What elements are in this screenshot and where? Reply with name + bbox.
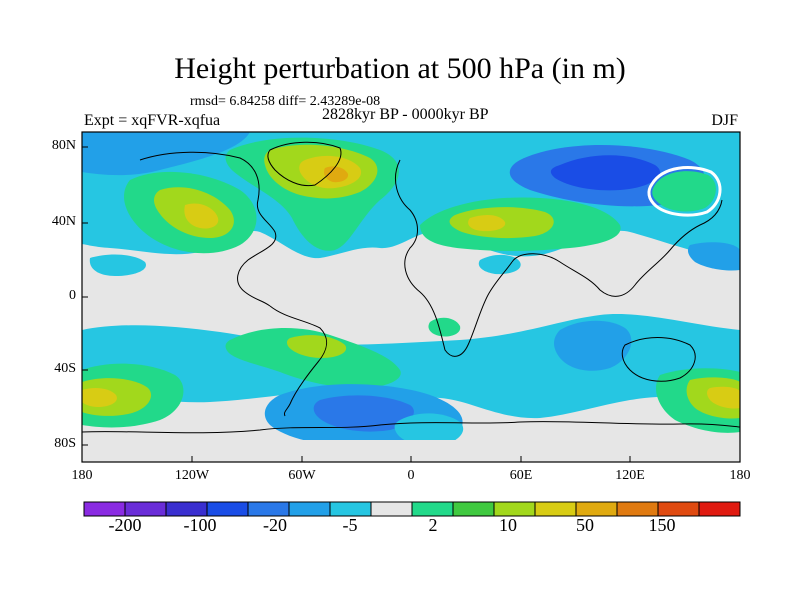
siberia-deepblue	[550, 155, 661, 191]
lon-label-120e: 120E	[615, 468, 645, 483]
lon-label-60e: 60E	[509, 468, 533, 483]
lat-label-40s: 40S	[54, 361, 76, 376]
south-grey-strip	[82, 440, 740, 462]
colorbar-swatch	[329, 501, 372, 517]
fareast-green	[652, 171, 716, 212]
south-east-yellow	[707, 386, 740, 409]
pacific-west-blue	[89, 254, 146, 276]
eurasia-yellow	[468, 214, 506, 232]
colorbar-swatch	[657, 501, 700, 517]
axis-ticks	[82, 146, 631, 462]
colorbar-label: 2	[428, 515, 438, 535]
colorbar-swatch	[288, 501, 331, 517]
lat-label-40n: 40N	[51, 214, 76, 229]
lat-label-80n: 80N	[51, 138, 76, 153]
atlantic-orange	[323, 166, 349, 183]
south-indian-blue	[554, 320, 632, 371]
fareast-ring	[647, 166, 722, 217]
south-atlantic-green	[225, 328, 401, 388]
page-title: Height perturbation at 500 hPa (in m)	[174, 52, 626, 85]
coast-antarctica	[82, 421, 740, 434]
na-yellow	[184, 203, 219, 229]
season-text: DJF	[711, 112, 738, 129]
antarctic-blue-2	[394, 413, 464, 447]
colorbar-swatch	[616, 501, 659, 517]
lat-label-0: 0	[69, 288, 76, 303]
coast-asia	[511, 199, 723, 297]
colorbar-swatch	[452, 501, 495, 517]
coast-north-america	[139, 151, 277, 307]
antarctic-darkblue	[313, 395, 414, 432]
colorbar-swatch	[370, 501, 413, 517]
coast-australia	[621, 337, 696, 382]
pacific-blue-patch	[687, 242, 740, 271]
colorbar-label: 50	[576, 515, 594, 535]
colorbar-swatch	[698, 501, 741, 517]
lon-label-0: 0	[407, 468, 415, 483]
colorbar-label: -20	[263, 515, 287, 535]
colorbar-swatch	[124, 501, 167, 517]
tropic-green-1	[428, 317, 461, 337]
lon-label-60w: 60W	[288, 468, 316, 483]
lat-label-80s: 80S	[54, 436, 76, 451]
south-pacific-yellow	[82, 387, 117, 407]
coast-south-america	[269, 305, 327, 417]
coastlines	[82, 141, 740, 434]
lon-label-120w: 120W	[174, 468, 210, 483]
lon-label-180w: 180	[71, 468, 93, 483]
colorbar-label: -200	[108, 515, 142, 535]
colorbar-swatch	[83, 501, 126, 517]
colorbar-swatch	[411, 501, 454, 517]
experiment-text: Expt = xqFVR-xqfua	[84, 112, 221, 129]
colorbar-label: -100	[183, 515, 217, 535]
coast-greenland	[267, 141, 342, 187]
colorbar-swatch	[247, 501, 290, 517]
colorbar-label: -5	[342, 515, 358, 535]
field-layer	[82, 132, 740, 462]
coast-europe-africa	[395, 159, 513, 357]
colorbar-label: 150	[648, 515, 676, 535]
stats-text: rmsd= 6.84258 diff= 2.43289e-08	[190, 94, 381, 109]
south-atlantic-yellowgreen	[286, 335, 347, 358]
tropic-blue-1	[478, 254, 521, 275]
colorbar-label: 10	[499, 515, 517, 535]
colorbar-swatch	[493, 501, 536, 517]
colorbar-swatch	[165, 501, 208, 517]
colorbar-swatch	[575, 501, 618, 517]
colorbar-swatch	[534, 501, 577, 517]
colorbar-swatch	[206, 501, 249, 517]
period-text: 2828kyr BP - 0000kyr BP	[322, 106, 489, 123]
lon-label-180e: 180	[729, 468, 751, 483]
